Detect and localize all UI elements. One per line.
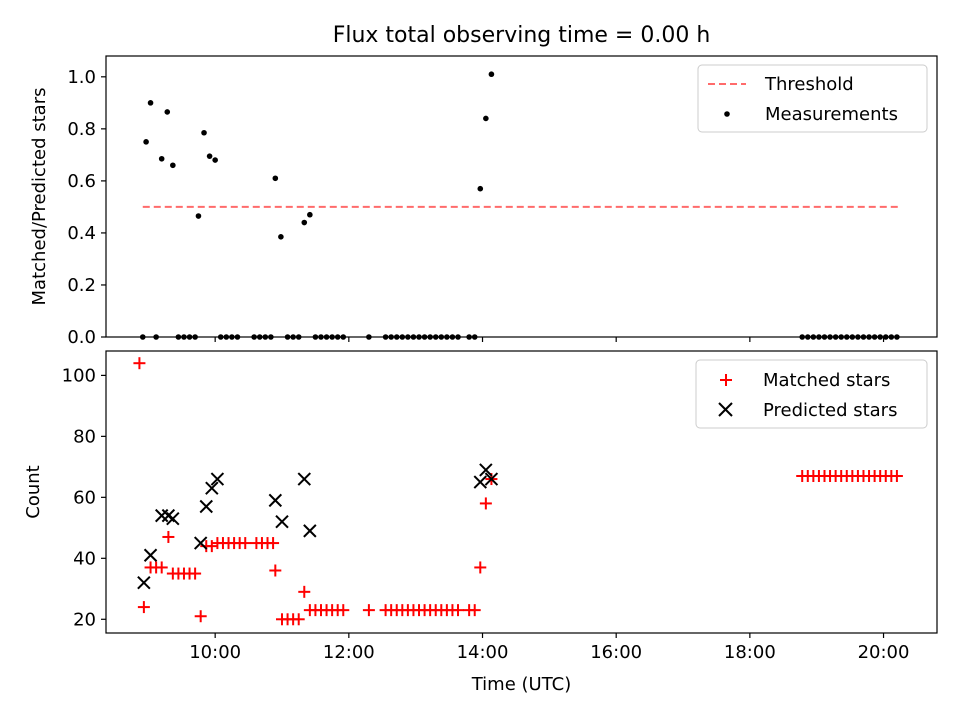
legend-measurements-label: Measurements bbox=[765, 104, 898, 125]
top-plot-frame bbox=[105, 55, 938, 338]
measurement-point bbox=[158, 155, 165, 162]
predicted-stars-point bbox=[137, 575, 151, 590]
matched-stars-point bbox=[890, 469, 903, 482]
predicted-stars-point bbox=[210, 472, 225, 486]
top-y-axis-label: Matched/Predicted stars bbox=[29, 88, 50, 306]
predicted-stars-point bbox=[484, 472, 499, 486]
predicted-stars-point bbox=[268, 493, 283, 508]
matched-stars-point bbox=[133, 357, 146, 370]
measurement-point bbox=[206, 153, 213, 159]
bottom-x-tick-label: 10:00 bbox=[189, 642, 241, 663]
legend-threshold-label: Threshold bbox=[764, 74, 854, 95]
legend-matched-marker bbox=[720, 374, 732, 386]
legend-matched-label: Matched stars bbox=[763, 370, 890, 391]
predicted-stars-point bbox=[303, 524, 317, 538]
measurement-point bbox=[212, 157, 218, 163]
top-y-tick-label: 0.4 bbox=[67, 223, 96, 244]
bottom-legend-frame bbox=[695, 359, 928, 429]
matched-stars-point bbox=[468, 604, 481, 617]
measurement-point bbox=[301, 219, 308, 226]
bottom-tick-layer: 10:00 12:00 14:00 16:00 18:00 20:00 20 40 60 80 10… bbox=[62, 365, 910, 663]
matched-stars-point bbox=[298, 585, 311, 598]
top-y-tick-label: 1.0 bbox=[67, 67, 96, 88]
predicted-stars-point bbox=[297, 472, 311, 486]
bottom-x-tick-label: 12:00 bbox=[323, 642, 375, 663]
matched-stars-point bbox=[292, 613, 305, 626]
predicted-stars-point bbox=[193, 536, 208, 550]
matched-stars-point bbox=[337, 604, 350, 617]
x-axis-label: Time (UTC) bbox=[471, 674, 572, 695]
measurement-point bbox=[477, 185, 484, 192]
bottom-y-tick-label: 20 bbox=[73, 609, 96, 630]
top-y-tick-label: 0.8 bbox=[67, 119, 96, 140]
bottom-x-tick-label: 16:00 bbox=[590, 642, 642, 663]
matched-stars-point bbox=[194, 610, 207, 623]
bottom-y-tick-label: 60 bbox=[73, 487, 96, 508]
measurement-point bbox=[307, 211, 313, 218]
matched-stars-point bbox=[362, 604, 375, 617]
top-y-tick-label: 0.0 bbox=[67, 327, 96, 348]
bottom-y-tick-label: 100 bbox=[62, 365, 96, 386]
bottom-plot-frame bbox=[105, 350, 938, 634]
bottom-y-tick-label: 40 bbox=[73, 548, 96, 569]
matched-stars-point bbox=[239, 537, 252, 550]
measurement-point bbox=[278, 234, 284, 240]
measurement-point bbox=[164, 109, 171, 115]
matched-stars-point bbox=[269, 564, 282, 577]
measurement-point bbox=[272, 175, 279, 182]
matched-stars-point bbox=[474, 561, 487, 574]
legend-measurements-marker bbox=[724, 111, 730, 117]
predicted-stars-point bbox=[275, 515, 289, 529]
predicted-stars-point bbox=[479, 463, 493, 477]
matched-stars-point bbox=[189, 567, 202, 580]
bottom-y-axis-label: Count bbox=[23, 465, 44, 518]
predicted-stars-point bbox=[473, 475, 487, 489]
predicted-stars-point bbox=[199, 499, 213, 514]
top-legend: Threshold Measurements bbox=[697, 64, 928, 133]
top-tick-layer: 0.0 0.2 0.4 0.6 0.8 1.0 bbox=[67, 67, 885, 348]
matched-stars-point bbox=[162, 530, 175, 543]
top-y-tick-label: 0.6 bbox=[67, 171, 96, 192]
legend-predicted-marker bbox=[718, 402, 733, 417]
top-panel: 0.0 0.2 0.4 0.6 0.8 1.0 Matched/Predicted sta… bbox=[29, 55, 938, 348]
measurement-point bbox=[147, 100, 154, 106]
bottom-panel: 10:00 12:00 14:00 16:00 18:00 20:00 20 40 60 80 10… bbox=[23, 350, 938, 695]
measurement-point bbox=[170, 162, 176, 169]
measurement-point bbox=[488, 71, 495, 78]
measurement-point bbox=[201, 129, 207, 136]
chart-title: Flux total observing time = 0.00 h bbox=[333, 23, 711, 48]
bottom-x-tick-label: 18:00 bbox=[724, 642, 776, 663]
top-y-tick-label: 0.2 bbox=[67, 275, 96, 296]
predicted-stars-point bbox=[143, 548, 158, 562]
bottom-legend: Matched stars Predicted stars bbox=[695, 359, 928, 429]
measurement-point bbox=[143, 139, 149, 145]
top-legend-frame bbox=[697, 64, 928, 133]
matched-stars-point bbox=[137, 601, 150, 614]
legend-predicted-label: Predicted stars bbox=[763, 400, 897, 421]
bottom-points-layer bbox=[133, 357, 903, 626]
bottom-x-tick-label: 14:00 bbox=[457, 642, 509, 663]
matched-stars-point bbox=[267, 537, 280, 550]
bottom-y-tick-label: 80 bbox=[73, 426, 96, 447]
predicted-stars-point bbox=[166, 511, 180, 526]
bottom-x-tick-label: 20:00 bbox=[858, 642, 910, 663]
matched-stars-point bbox=[479, 497, 492, 510]
matched-stars-point bbox=[452, 604, 465, 617]
measurement-point bbox=[195, 213, 202, 219]
measurement-point bbox=[483, 115, 489, 122]
predicted-stars-point bbox=[205, 481, 219, 495]
matched-stars-point bbox=[155, 561, 168, 574]
